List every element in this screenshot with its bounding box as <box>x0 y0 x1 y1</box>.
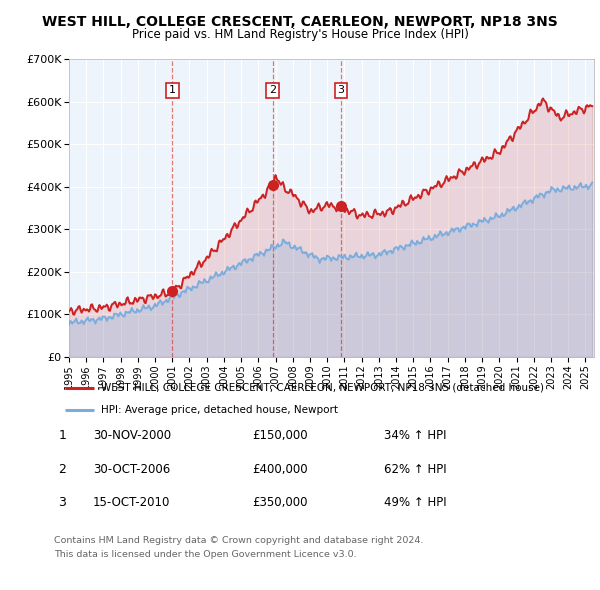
Text: WEST HILL, COLLEGE CRESCENT, CAERLEON, NEWPORT, NP18 3NS: WEST HILL, COLLEGE CRESCENT, CAERLEON, N… <box>42 15 558 29</box>
Text: This data is licensed under the Open Government Licence v3.0.: This data is licensed under the Open Gov… <box>54 550 356 559</box>
Text: 30-OCT-2006: 30-OCT-2006 <box>93 463 170 476</box>
Text: 3: 3 <box>58 496 67 509</box>
Text: 1: 1 <box>58 429 67 442</box>
Text: WEST HILL, COLLEGE CRESCENT, CAERLEON, NEWPORT, NP18 3NS (detached house): WEST HILL, COLLEGE CRESCENT, CAERLEON, N… <box>101 383 544 393</box>
Text: 2: 2 <box>269 86 276 95</box>
Text: £350,000: £350,000 <box>252 496 308 509</box>
Text: 49% ↑ HPI: 49% ↑ HPI <box>384 496 446 509</box>
Text: 3: 3 <box>337 86 344 95</box>
Text: Contains HM Land Registry data © Crown copyright and database right 2024.: Contains HM Land Registry data © Crown c… <box>54 536 424 545</box>
Text: 2: 2 <box>58 463 67 476</box>
Text: 34% ↑ HPI: 34% ↑ HPI <box>384 429 446 442</box>
Text: 30-NOV-2000: 30-NOV-2000 <box>93 429 171 442</box>
Text: Price paid vs. HM Land Registry's House Price Index (HPI): Price paid vs. HM Land Registry's House … <box>131 28 469 41</box>
Text: £400,000: £400,000 <box>252 463 308 476</box>
Text: 15-OCT-2010: 15-OCT-2010 <box>93 496 170 509</box>
Text: £150,000: £150,000 <box>252 429 308 442</box>
Text: HPI: Average price, detached house, Newport: HPI: Average price, detached house, Newp… <box>101 405 338 415</box>
Text: 62% ↑ HPI: 62% ↑ HPI <box>384 463 446 476</box>
Text: 1: 1 <box>169 86 176 95</box>
